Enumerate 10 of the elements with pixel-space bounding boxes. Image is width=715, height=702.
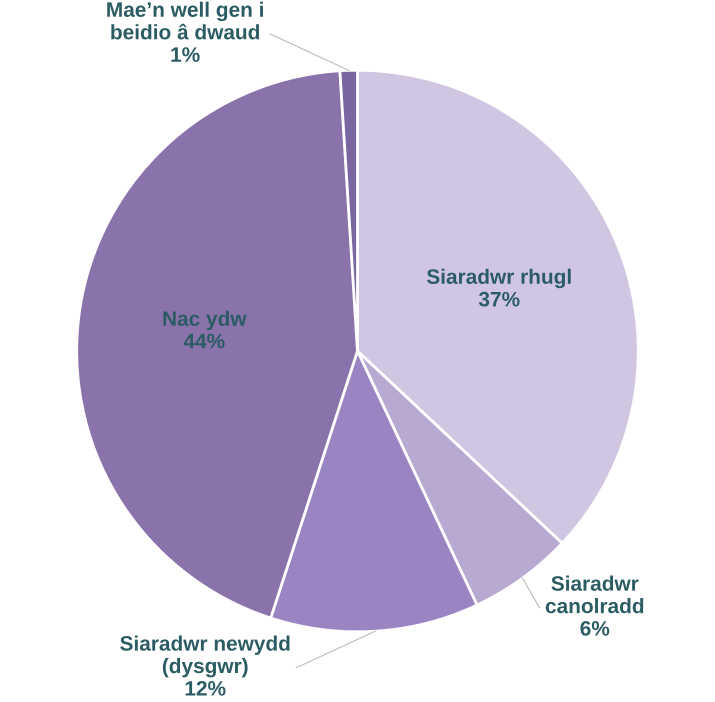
data-label: 44% [184, 334, 225, 348]
slice-label: Siaradwr rhugl [426, 268, 571, 288]
data-label: 37% [478, 292, 520, 307]
slice-label: Siaradwr canolradd [546, 576, 644, 614]
slice-label: Siaradwr newydd (dysgwr) [120, 635, 290, 678]
slice-label: Nac ydw [163, 310, 247, 330]
data-label: 6% [580, 620, 610, 636]
slice-label: Mae’n well gen i beidio â dwaud [107, 2, 263, 40]
data-label: 12% [186, 681, 226, 696]
data-label: 1% [171, 47, 200, 62]
